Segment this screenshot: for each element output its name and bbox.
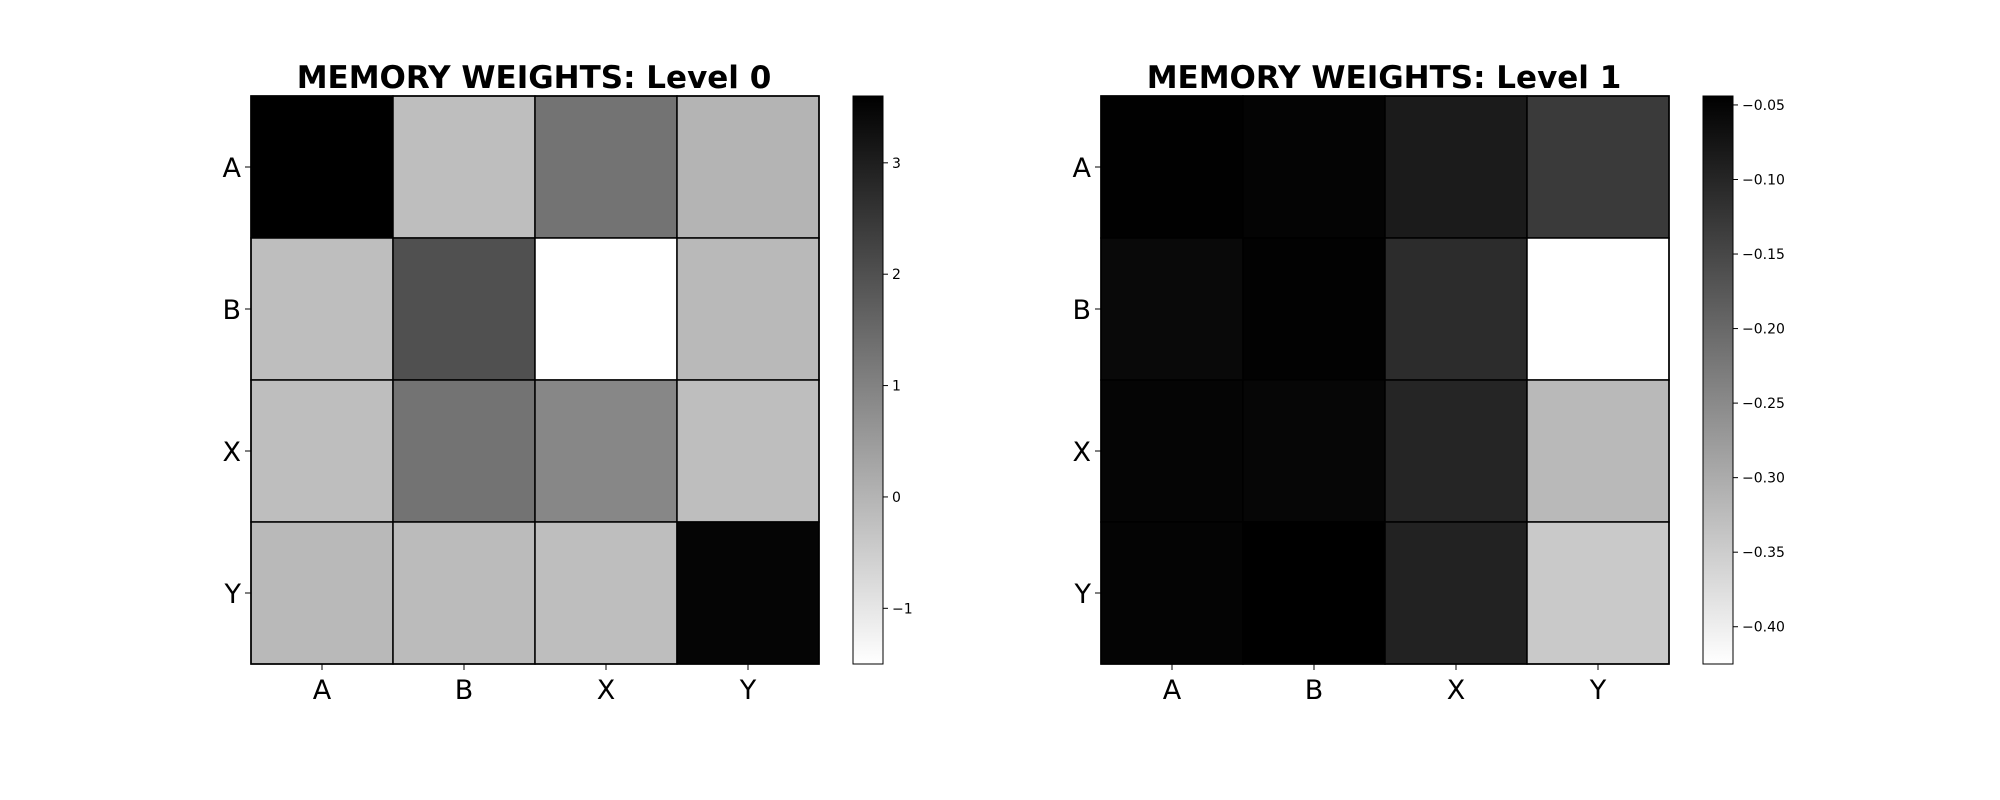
- colorbar-level-1: [1702, 95, 1738, 665]
- colorbar-tick-label: −0.30: [1742, 471, 1785, 487]
- colorbar-tick-label: 1: [892, 379, 901, 395]
- chart-title-level-1: MEMORY WEIGHTS: Level 1: [1147, 60, 1622, 96]
- row-label-b: B: [222, 295, 241, 326]
- heatmap-cell-a-a: [1100, 95, 1244, 239]
- heatmap-cell-a-x: [1384, 95, 1528, 239]
- colorbar-ticks-level-1: −0.05 −0.10 −0.15 −0.20 −0.25 −0.30 −0.3…: [1742, 98, 1785, 636]
- row-label-a: A: [223, 153, 242, 184]
- heatmap-cell-a-x: [534, 95, 678, 239]
- column-labels-level-0: A B X Y: [313, 675, 757, 706]
- colorbar-tick-label: −0.10: [1742, 172, 1785, 188]
- heatmap-cell-b-y: [1526, 237, 1670, 381]
- heatmap-cells-level-0: [245, 95, 820, 670]
- heatmap-cell-b-y: [676, 237, 820, 381]
- column-label-y: Y: [739, 675, 757, 706]
- column-label-a: A: [1163, 675, 1182, 706]
- colorbar-ticks-level-0: 3 2 1 0 −1: [892, 156, 913, 617]
- heatmap-cell-x-y: [1526, 379, 1670, 523]
- colorbar-gradient: [852, 95, 884, 665]
- heatmap-cell-y-a: [1100, 521, 1244, 665]
- colorbar-tick-label: 3: [892, 156, 901, 172]
- heatmap-cell-a-b: [392, 95, 536, 239]
- column-label-y: Y: [1589, 675, 1607, 706]
- heatmap-cell-x-x: [534, 379, 678, 523]
- column-label-x: X: [1447, 675, 1466, 706]
- heatmap-cell-y-b: [392, 521, 536, 665]
- heatmap-cell-x-y: [676, 379, 820, 523]
- heatmap-frame: [250, 95, 820, 665]
- row-label-x: X: [223, 437, 242, 468]
- colorbar-tick-label: −0.25: [1742, 396, 1785, 412]
- heatmap-cell-b-b: [1242, 237, 1386, 381]
- heatmap-cell-b-x: [534, 237, 678, 381]
- colorbar-tick-label: −0.40: [1742, 620, 1785, 636]
- heatmap-cell-x-x: [1384, 379, 1528, 523]
- heatmap-cell-x-b: [392, 379, 536, 523]
- heatmap-cell-b-a: [1100, 237, 1244, 381]
- chart-title-level-0: MEMORY WEIGHTS: Level 0: [297, 60, 772, 96]
- column-label-b: B: [1305, 675, 1324, 706]
- heatmap-cell-x-a: [250, 379, 394, 523]
- colorbar-gradient: [1702, 95, 1734, 665]
- colorbar-tick-label: −1: [892, 601, 913, 617]
- heatmap-cell-b-b: [392, 237, 536, 381]
- heatmap-cells-level-1: [1095, 95, 1670, 670]
- colorbar-tick-label: 0: [892, 490, 901, 506]
- column-label-a: A: [313, 675, 332, 706]
- heatmap-panel-level-0: MEMORY WEIGHTS: Level 0 A B X Y A B X Y …: [222, 60, 912, 706]
- colorbar-tick-label: −0.05: [1742, 98, 1785, 114]
- heatmap-cell-y-y: [1526, 521, 1670, 665]
- row-label-y: Y: [1074, 579, 1092, 610]
- heatmap-panel-level-1: MEMORY WEIGHTS: Level 1 A B X Y A B X Y …: [1072, 60, 1784, 706]
- heatmap-cell-y-b: [1242, 521, 1386, 665]
- row-label-b: B: [1072, 295, 1091, 326]
- colorbar-tick-label: −0.35: [1742, 545, 1785, 561]
- heatmap-cell-b-a: [250, 237, 394, 381]
- heatmap-cell-y-a: [250, 521, 394, 665]
- row-label-y: Y: [224, 579, 242, 610]
- heatmap-cell-x-a: [1100, 379, 1244, 523]
- row-labels-level-0: A B X Y: [222, 153, 241, 610]
- heatmap-cell-x-b: [1242, 379, 1386, 523]
- heatmap-cell-y-y: [676, 521, 820, 665]
- row-labels-level-1: A B X Y: [1072, 153, 1091, 610]
- colorbar-tick-label: −0.20: [1742, 322, 1785, 338]
- colorbar-tick-label: −0.15: [1742, 247, 1785, 263]
- heatmap-cell-a-b: [1242, 95, 1386, 239]
- heatmap-frame: [1100, 95, 1670, 665]
- heatmap-cell-a-a: [250, 95, 394, 239]
- heatmap-cell-b-x: [1384, 237, 1528, 381]
- heatmap-cell-a-y: [1526, 95, 1670, 239]
- column-label-b: B: [455, 675, 474, 706]
- heatmap-cell-y-x: [1384, 521, 1528, 665]
- row-label-a: A: [1073, 153, 1092, 184]
- colorbar-tick-label: 2: [892, 267, 901, 283]
- column-label-x: X: [597, 675, 616, 706]
- heatmap-cell-a-y: [676, 95, 820, 239]
- row-label-x: X: [1073, 437, 1092, 468]
- colorbar-level-0: [852, 95, 888, 665]
- heatmap-cell-y-x: [534, 521, 678, 665]
- column-labels-level-1: A B X Y: [1163, 675, 1607, 706]
